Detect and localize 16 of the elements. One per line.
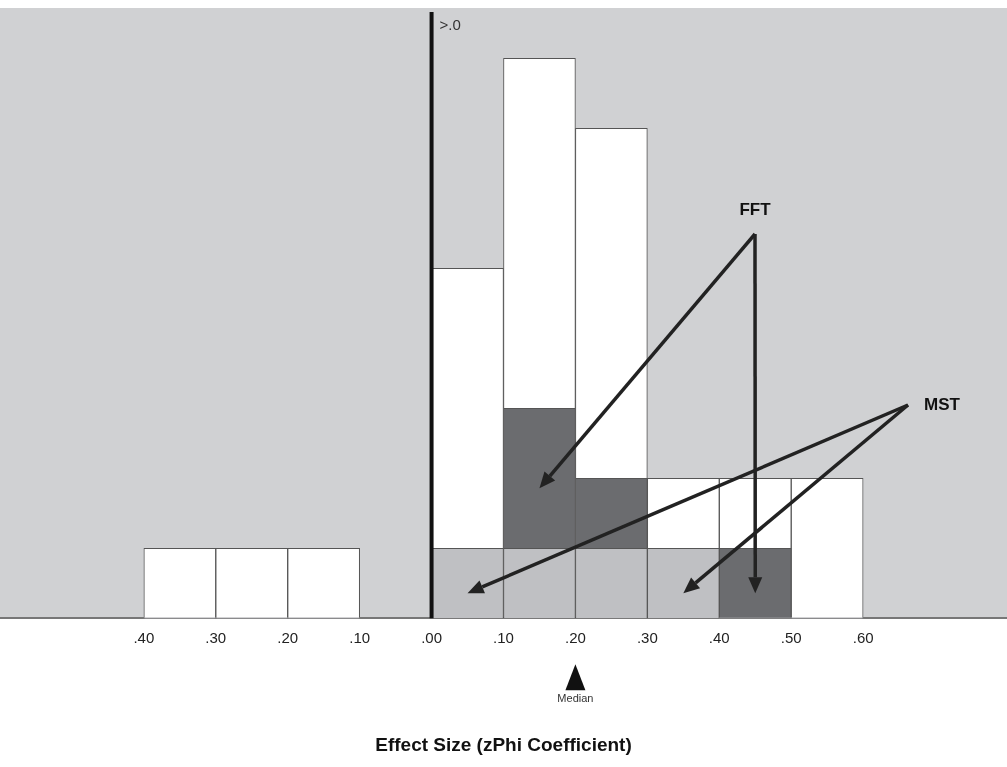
text: Median — [557, 691, 594, 704]
x-tick-label: .40 — [708, 629, 730, 647]
x-tick-label: .60 — [852, 629, 874, 647]
x-axis-title: Effect Size (zPhi Coefficient) — [375, 733, 632, 755]
x-tick-label: .10 — [349, 629, 371, 647]
x-tick-label: .50 — [780, 629, 802, 647]
ref-line-label: >.0 — [439, 15, 461, 33]
x-tick-label: .10 — [493, 629, 514, 647]
x-tick-label: .30 — [205, 629, 227, 647]
text: MST — [924, 394, 961, 414]
text: FFT — [739, 199, 772, 219]
x-tick-label: .00 — [421, 629, 442, 647]
x-tick-label: .20 — [565, 629, 586, 647]
x-tick-label: .30 — [636, 629, 658, 647]
x-tick-label: .20 — [277, 629, 299, 647]
x-tick-label: .40 — [133, 629, 155, 647]
